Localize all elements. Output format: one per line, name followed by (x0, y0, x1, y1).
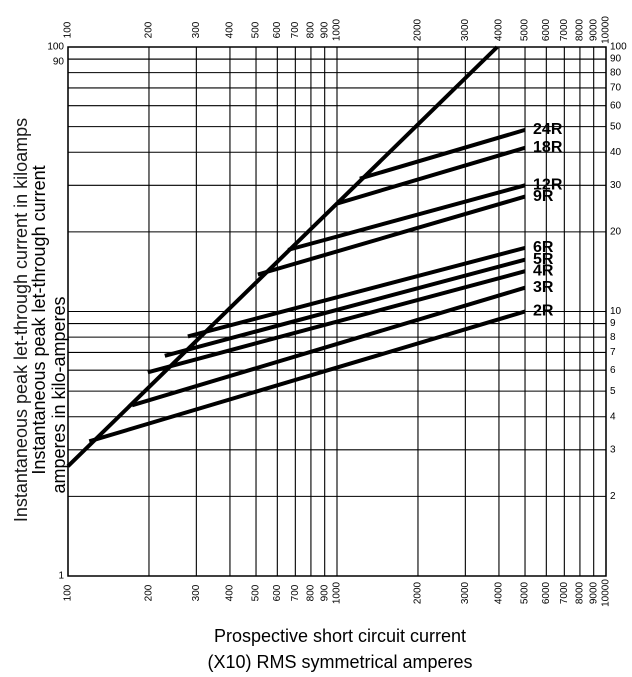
y2-tick-label: 7 (610, 347, 616, 358)
y-tick-label: 1 (58, 571, 64, 582)
x-tick-label-top: 2000 (413, 18, 424, 41)
x-tick-label-top: 100 (63, 21, 74, 38)
y2-tick-label: 60 (610, 100, 622, 111)
series-line (88, 309, 526, 444)
y2-tick-label: 70 (610, 83, 622, 94)
x-tick-label-top: 7000 (559, 18, 570, 41)
x-tick-label: 6000 (541, 581, 552, 604)
series-label: 24R (533, 121, 563, 138)
y2-tick-label: 30 (610, 180, 622, 191)
x-tick-label: 3000 (460, 581, 471, 604)
series-label: 4R (533, 262, 554, 279)
x-tick-label: 700 (290, 584, 301, 601)
x-tick-label: 600 (272, 584, 283, 601)
series-label: 6R (533, 239, 554, 256)
y2-tick-label: 50 (610, 121, 622, 132)
y-tick-label: 90 (53, 57, 65, 68)
x-tick-label: 800 (306, 584, 317, 601)
x-tick-label-top: 4000 (494, 18, 505, 41)
x-tick-label-top: 600 (272, 21, 283, 38)
series-line (147, 269, 526, 375)
series-label: 3R (533, 279, 554, 296)
x-tick-label-top: 5000 (520, 18, 531, 41)
series-line (336, 145, 526, 206)
x-axis-label: (X10) RMS symmetrical amperes (207, 652, 472, 672)
label-backdrop (35, 150, 65, 570)
x-tick-label: 500 (251, 584, 262, 601)
x-tick-label-top: 400 (225, 21, 236, 38)
x-tick-label-top: 500 (251, 21, 262, 38)
y2-tick-label: 100 (610, 42, 627, 53)
y2-tick-label: 9 (610, 318, 616, 329)
x-tick-label: 300 (191, 584, 202, 601)
series-line (257, 194, 526, 277)
series-line (66, 45, 499, 468)
x-tick-label-top: 300 (191, 21, 202, 38)
series-line (187, 245, 526, 339)
x-tick-label: 7000 (559, 581, 570, 604)
x-tick-label-top: 3000 (460, 18, 471, 41)
y2-tick-label: 4 (610, 411, 616, 422)
y2-tick-label: 90 (610, 54, 622, 65)
x-tick-label-top: 9000 (588, 18, 599, 41)
x-tick-label: 8000 (575, 581, 586, 604)
series-line (131, 285, 526, 408)
plot-frame (67, 46, 607, 577)
series-label: 5R (533, 251, 554, 268)
x-tick-label: 9000 (588, 581, 599, 604)
y2-tick-label: 20 (610, 227, 622, 238)
x-tick-label-top: 10000 (601, 16, 612, 44)
x-tick-label: 4000 (494, 581, 505, 604)
y2-tick-label: 10 (610, 306, 622, 317)
x-tick-label: 5000 (520, 581, 531, 604)
x-tick-label-top: 8000 (575, 18, 586, 41)
y2-tick-label: 5 (610, 386, 616, 397)
x-tick-label-top: 6000 (541, 18, 552, 41)
x-tick-label: 10000 (601, 579, 612, 607)
series-label: 12R (533, 177, 563, 194)
x-axis-label: Prospective short circuit current (214, 626, 466, 646)
series-line (164, 257, 526, 358)
x-tick-label-top: 700 (290, 21, 301, 38)
x-tick-label: 900 (319, 584, 330, 601)
y-tick-label: 100 (47, 42, 64, 53)
series-line (359, 127, 526, 181)
x-tick-label: 2000 (413, 581, 424, 604)
y-axis-label-behind: Instantaneous peak let-through current i… (11, 118, 31, 522)
y-axis-label: Instantaneous peak let-through current (29, 165, 49, 474)
series-line (287, 183, 526, 252)
y2-tick-label: 80 (610, 67, 622, 78)
series-label: 9R (533, 188, 554, 205)
series-label: 2R (533, 303, 554, 320)
x-tick-label-top: 800 (306, 21, 317, 38)
x-tick-label: 400 (225, 584, 236, 601)
x-tick-label-top: 1000 (332, 18, 343, 41)
y2-tick-label: 3 (610, 444, 616, 455)
y2-tick-label: 40 (610, 147, 622, 158)
y-axis-label: amperes in kilo-amperes (49, 296, 69, 493)
y2-tick-label: 2 (610, 491, 616, 502)
x-tick-label: 100 (63, 584, 74, 601)
x-tick-label-top: 900 (319, 21, 330, 38)
series-label: 18R (533, 139, 563, 156)
y2-tick-label: 6 (610, 365, 616, 376)
x-tick-label-top: 200 (144, 21, 155, 38)
x-tick-label: 1000 (332, 581, 343, 604)
y2-tick-label: 8 (610, 332, 616, 343)
x-tick-label: 200 (144, 584, 155, 601)
